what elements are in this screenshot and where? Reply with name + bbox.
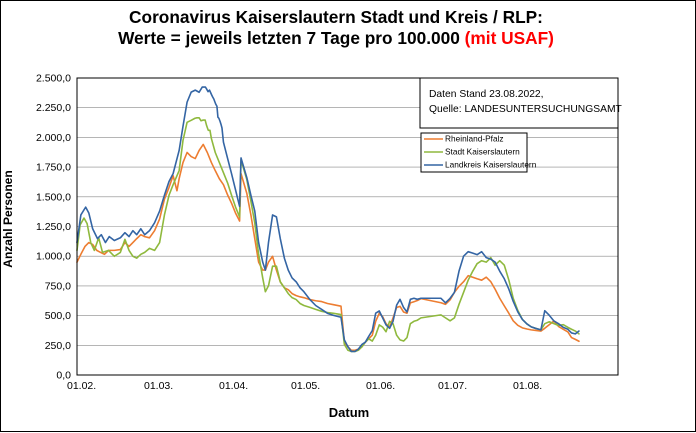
svg-text:01.07.: 01.07. — [438, 380, 467, 392]
svg-text:1.250,0: 1.250,0 — [36, 221, 71, 233]
svg-text:500,0: 500,0 — [45, 310, 71, 322]
svg-text:01.04.: 01.04. — [219, 380, 248, 392]
svg-text:750,0: 750,0 — [45, 280, 71, 292]
svg-text:1.500,0: 1.500,0 — [36, 191, 71, 203]
svg-text:Landkreis Kaiserslautern: Landkreis Kaiserslautern — [445, 160, 537, 170]
svg-text:01.08.: 01.08. — [513, 380, 542, 392]
svg-text:01.03.: 01.03. — [144, 380, 173, 392]
svg-text:01.06.: 01.06. — [366, 380, 395, 392]
svg-text:2.000,0: 2.000,0 — [36, 132, 71, 144]
svg-text:250,0: 250,0 — [45, 340, 71, 352]
svg-text:Daten Stand 23.08.2022,: Daten Stand 23.08.2022, — [429, 89, 544, 100]
svg-text:Stadt Kaiserslautern: Stadt Kaiserslautern — [445, 147, 520, 157]
svg-text:01.02.: 01.02. — [67, 380, 96, 392]
svg-text:1.000,0: 1.000,0 — [36, 251, 71, 263]
svg-text:2.250,0: 2.250,0 — [36, 102, 71, 114]
svg-text:2.500,0: 2.500,0 — [36, 73, 71, 85]
svg-text:Quelle: LANDESUNTERSUCHUNGSAMT: Quelle: LANDESUNTERSUCHUNGSAMT — [429, 104, 623, 115]
svg-text:01.05.: 01.05. — [291, 380, 320, 392]
svg-text:Rheinland-Pfalz: Rheinland-Pfalz — [445, 134, 504, 144]
svg-text:1.750,0: 1.750,0 — [36, 162, 71, 174]
